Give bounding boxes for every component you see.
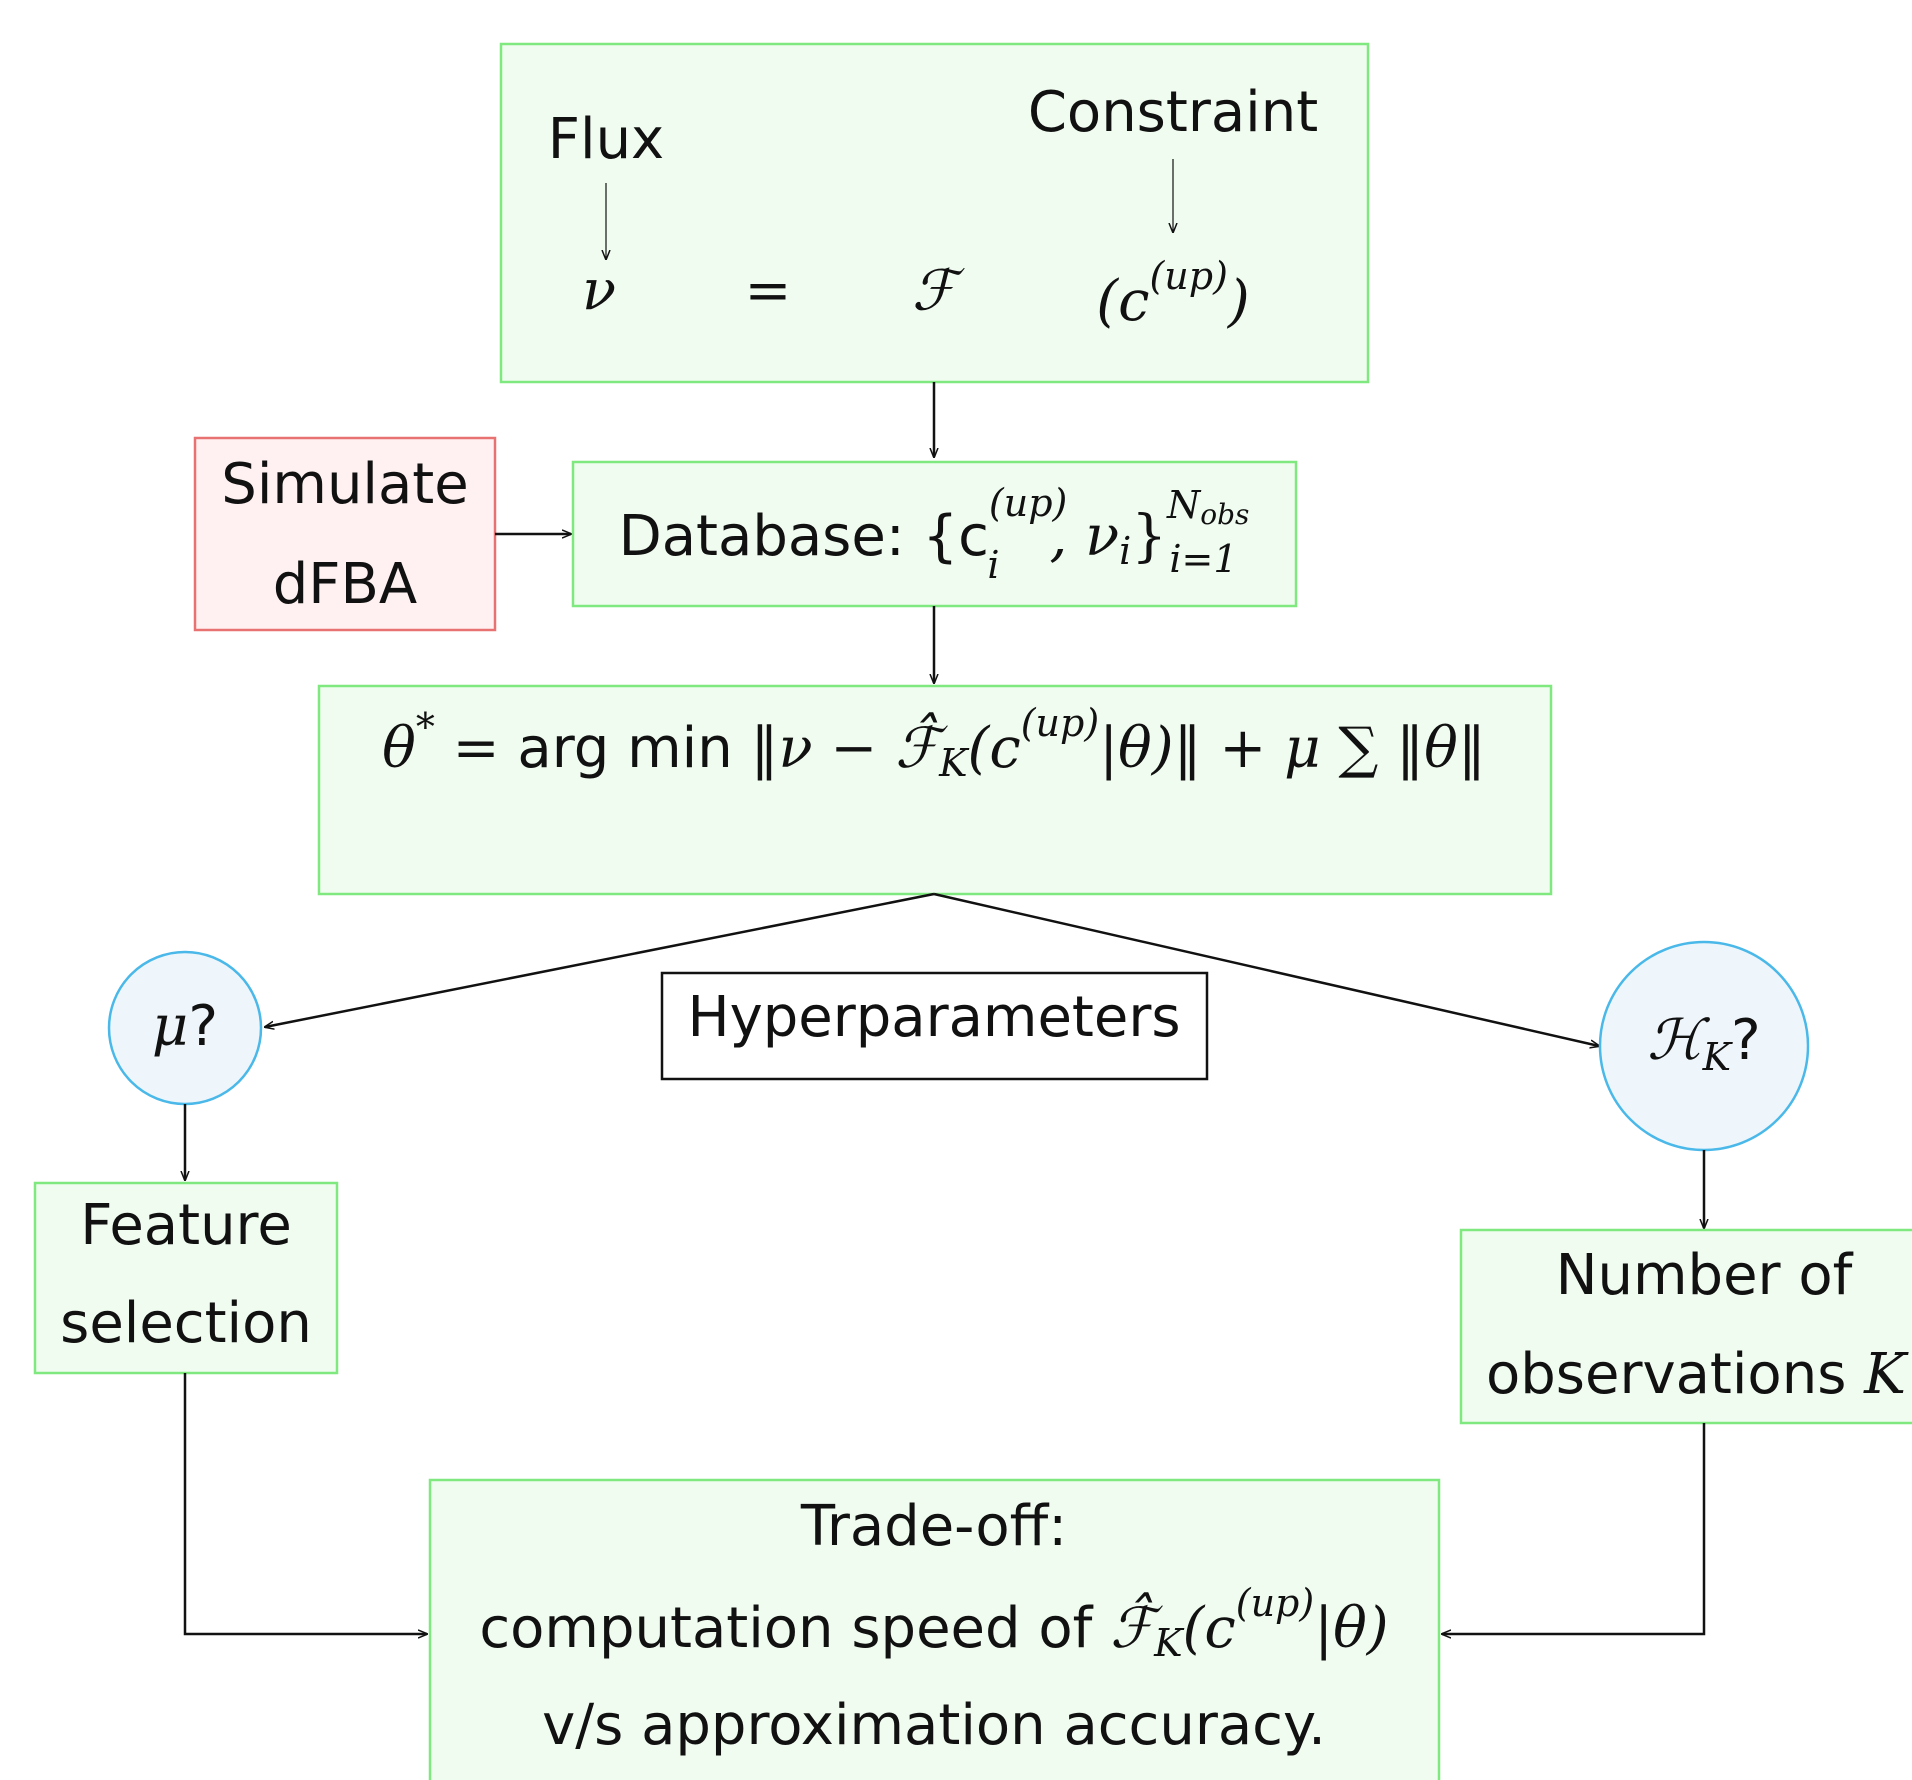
t: computation speed of <box>479 1596 1110 1661</box>
database-text: Database: {c(up) i, νi}Nobs i=1 <box>619 481 1250 587</box>
t: ? <box>1731 1008 1761 1073</box>
tradeoff-text: Trade-off: <box>800 1494 1067 1559</box>
t: (c <box>1096 269 1149 334</box>
t: (c <box>1183 1596 1236 1661</box>
database-box <box>571 460 1298 608</box>
arrow <box>183 1373 427 1634</box>
t: (up) <box>1021 701 1099 745</box>
t: ℋ <box>1647 1008 1710 1073</box>
tradeoff-text: v/s approximation accuracy. <box>542 1693 1326 1758</box>
t: , ν <box>1050 504 1120 569</box>
number-box <box>1459 1228 1912 1425</box>
t: (up) <box>989 481 1067 525</box>
simulate-text: dFBA <box>273 552 417 617</box>
t: ) <box>1227 269 1250 334</box>
t: i=1 <box>1169 537 1237 581</box>
t: } <box>1131 504 1167 569</box>
feature-box <box>33 1181 339 1375</box>
nu: ν <box>582 259 616 324</box>
t: |θ)‖ + μ ∑ ‖θ‖ <box>1099 716 1486 781</box>
mu-text: μ? <box>152 994 218 1060</box>
t: K <box>938 741 970 785</box>
constraint-label: Constraint <box>1028 80 1318 145</box>
flux-label: Flux <box>548 107 664 172</box>
feature-text: selection <box>60 1291 312 1356</box>
t: i <box>1119 529 1131 573</box>
flux-box <box>499 42 1370 384</box>
constraint-arg: (c(up)) <box>1096 254 1250 334</box>
t: = <box>435 716 518 781</box>
hyperparameters-text: Hyperparameters <box>687 985 1180 1050</box>
arrow <box>1442 1423 1706 1634</box>
tradeoff-box <box>428 1478 1441 1780</box>
equals: = <box>745 259 792 324</box>
feature-text: Feature <box>80 1193 292 1258</box>
simulate-box <box>193 436 497 632</box>
t: arg min <box>517 716 732 781</box>
number-text: Number of <box>1556 1243 1854 1308</box>
t: |θ) <box>1314 1596 1388 1661</box>
objective-box <box>317 684 1553 896</box>
arrow <box>933 892 1599 1046</box>
number-text: observations K <box>1486 1342 1909 1408</box>
t: θ <box>382 716 416 781</box>
t: μ <box>152 994 188 1059</box>
objective-text: θ* = arg min ‖ν − ℱ̂K(c(up)|θ)‖ + μ ∑ ‖θ… <box>382 701 1486 785</box>
t: i <box>987 543 999 587</box>
hyperparameters-box <box>660 971 1209 1081</box>
t: (c <box>968 716 1021 781</box>
t: (up) <box>1236 1581 1314 1625</box>
t: observations <box>1486 1342 1864 1407</box>
t: obs <box>1200 498 1249 531</box>
t: ? <box>188 994 218 1059</box>
t: K <box>1863 1342 1909 1407</box>
t: K <box>1702 1035 1734 1079</box>
simulate-text: Simulate <box>221 452 468 517</box>
t: N <box>1166 483 1202 527</box>
t: Database: {c <box>619 504 989 569</box>
hk-text: ℋK? <box>1647 1008 1760 1079</box>
t: ‖ν − <box>733 716 895 781</box>
arrow <box>265 892 935 1027</box>
t: * <box>416 705 435 749</box>
t: (up) <box>1149 254 1227 298</box>
t: K <box>1153 1621 1185 1665</box>
tradeoff-text: computation speed of ℱ̂K(c(up)|θ) <box>479 1581 1388 1665</box>
